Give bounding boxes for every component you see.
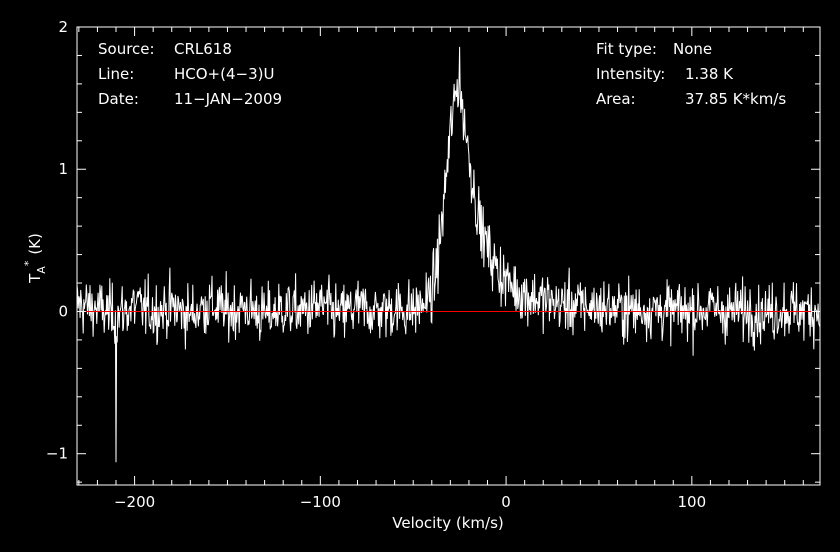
source-value: CRL618 — [174, 40, 232, 58]
line-label: Line: — [98, 65, 134, 83]
y-label-unit: (K) — [26, 233, 44, 255]
area-value: 37.85 K*km/s — [685, 90, 786, 108]
intensity-value: 1.38 K — [685, 65, 734, 83]
x-tick-label: 0 — [501, 493, 511, 511]
ticks-layer: −200 −100 0 100 −1 0 1 2 — [46, 18, 820, 511]
line-value: HCO+(4−3)U — [174, 65, 274, 83]
date-label: Date: — [98, 90, 139, 108]
spectrum-layer — [76, 46, 821, 463]
source-label: Source: — [98, 40, 155, 58]
svg-text:TA*(K): TA* (K) — [22, 233, 48, 284]
area-label: Area: — [596, 90, 636, 108]
axes-frame — [76, 26, 821, 486]
fit-type-value: None — [673, 40, 712, 58]
x-tick-label: 100 — [678, 493, 707, 511]
date-value: 11−JAN−2009 — [174, 90, 282, 108]
y-tick-label: 2 — [58, 18, 68, 36]
y-tick-label: 0 — [58, 302, 68, 320]
y-tick-label: 1 — [58, 160, 68, 178]
intensity-label: Intensity: — [596, 65, 665, 83]
fit-type-label: Fit type: — [596, 40, 657, 58]
x-tick-label: −100 — [300, 493, 341, 511]
y-label-main: T — [26, 273, 44, 284]
y-label-sub: A — [35, 266, 48, 274]
x-axis-label: Velocity (km/s) — [392, 514, 503, 532]
spectrum-line — [76, 46, 821, 463]
y-axis-label: TA* (K) — [22, 233, 48, 284]
x-tick-label: −200 — [114, 493, 155, 511]
y-tick-label: −1 — [46, 445, 68, 463]
y-label-sup: * — [22, 260, 35, 266]
